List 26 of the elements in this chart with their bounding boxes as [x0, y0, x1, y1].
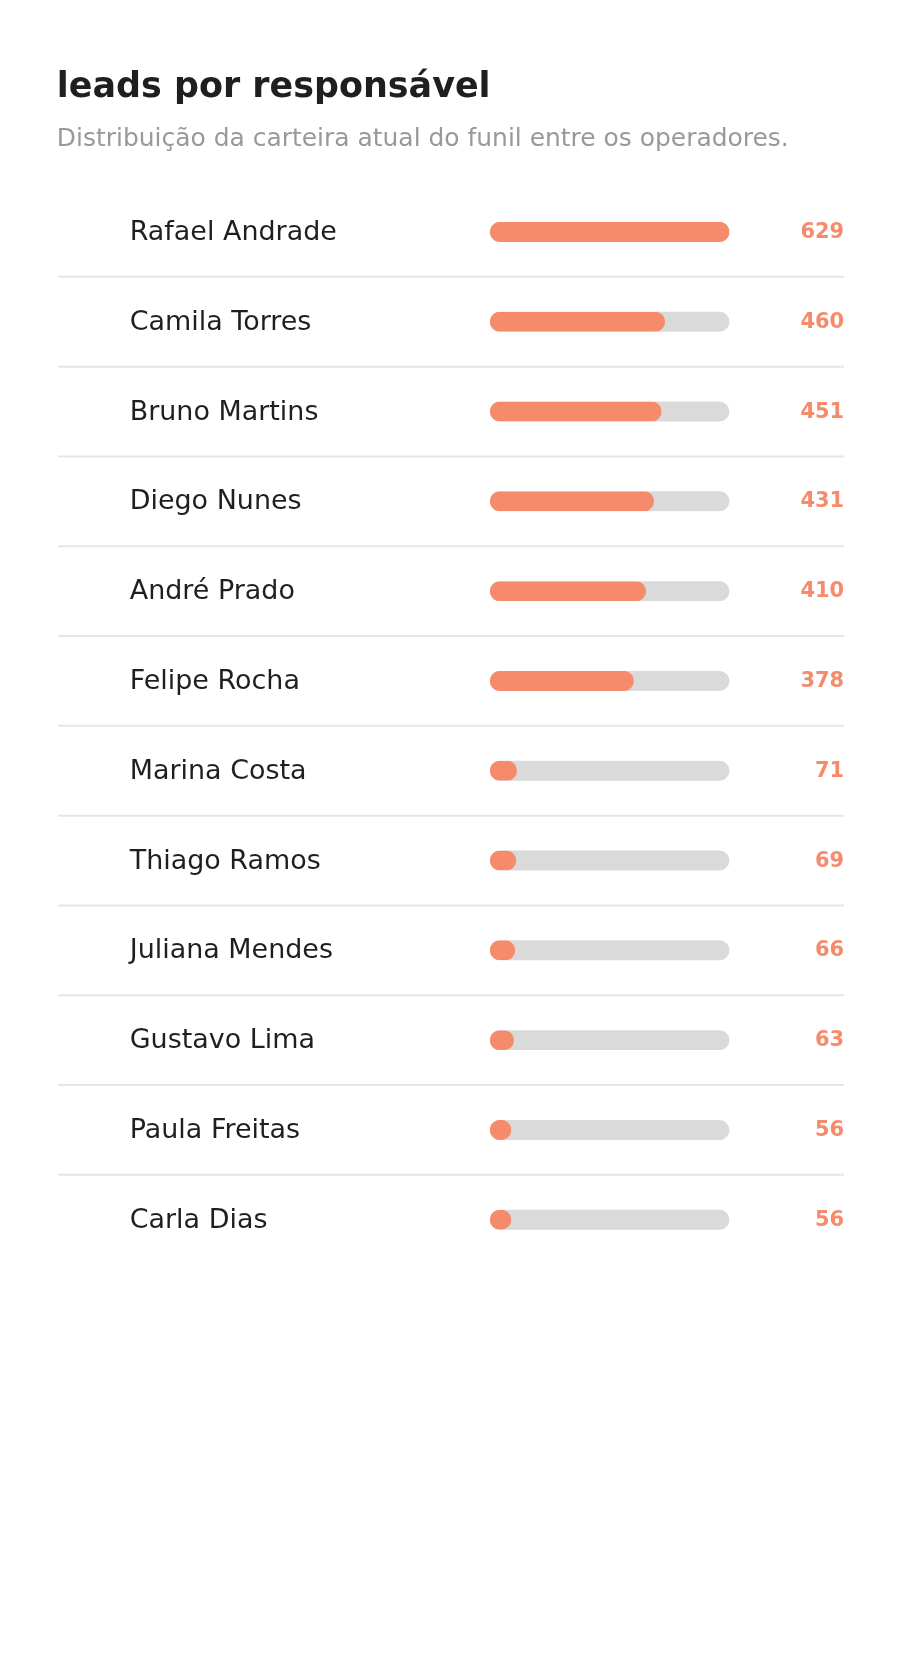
y-tick-label: Juliana Mendes: [127, 933, 333, 965]
chart-subtitle: Distribuição da carteira atual do funil entre os operadores.: [56, 123, 789, 153]
data-label: 451: [800, 398, 845, 423]
data-label: 56: [814, 1116, 845, 1141]
y-tick-label: Marina Costa: [129, 753, 307, 785]
y-tick-label: Rafael Andrade: [129, 214, 337, 246]
data-label: 56: [814, 1206, 845, 1231]
y-tick-label: Gustavo Lima: [129, 1023, 315, 1055]
y-tick-label: André Prado: [129, 574, 295, 606]
y-tick-label: Camila Torres: [129, 304, 312, 336]
data-label: 66: [814, 937, 845, 962]
data-label: 629: [800, 218, 845, 243]
chart-title: leads por responsável: [56, 65, 491, 106]
data-label: 63: [814, 1027, 845, 1052]
y-tick-label: Diego Nunes: [129, 484, 302, 516]
y-tick-label: Carla Dias: [129, 1202, 268, 1234]
data-label: 460: [800, 308, 845, 333]
y-tick-label: Thiago Ramos: [128, 843, 321, 875]
y-tick-label: Felipe Rocha: [129, 663, 300, 695]
data-label: 410: [800, 578, 845, 603]
data-label: 69: [814, 847, 845, 872]
y-tick-label: Paula Freitas: [129, 1112, 301, 1144]
y-tick-label: Bruno Martins: [129, 394, 319, 426]
data-label: 431: [800, 488, 845, 513]
data-label: 71: [814, 757, 845, 782]
data-label: 378: [800, 667, 845, 692]
